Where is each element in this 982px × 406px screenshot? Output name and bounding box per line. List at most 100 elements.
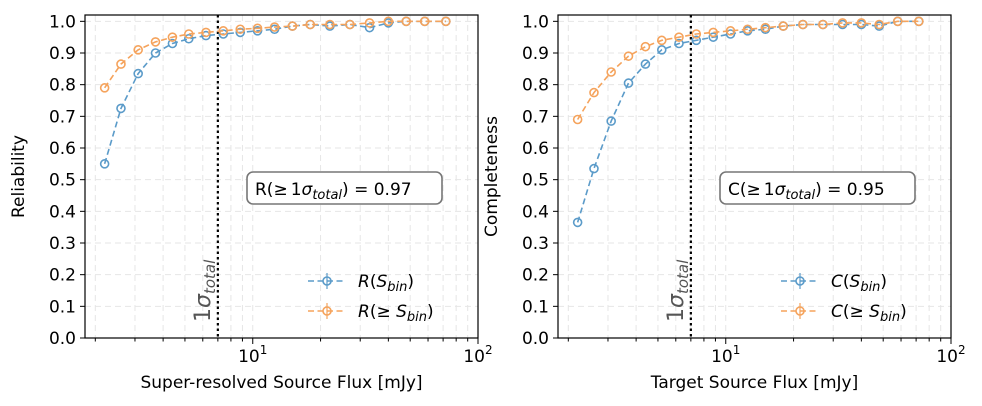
legend-label: R(Sbin): [358, 272, 414, 295]
data-point: [589, 87, 599, 98]
data-point: [725, 26, 736, 36]
data-point: [640, 41, 651, 52]
data-point: [606, 67, 616, 77]
y-axis: 0.0 0.1 0.2 0.3 0.4 0.5 0.6 0.7 0.8 0.9 1.0: [522, 12, 558, 349]
data-point: [606, 116, 616, 126]
series-R(S_bin): [99, 16, 451, 169]
y-tick-label: 0.0: [522, 329, 549, 349]
y-tick-label: 0.1: [522, 297, 549, 317]
data-point: [99, 83, 110, 93]
chart-panel-reliability: 1σtotal 0.0 0.1 0.2 0.3 0.4 0.5 0.6 0.7 0.8 0.9 1.0…: [9, 12, 493, 393]
data-point: [623, 78, 634, 88]
data-point: [691, 35, 702, 46]
y-tick-label: 0.8: [522, 76, 549, 96]
y-tick-label: 0.9: [49, 44, 76, 64]
data-point: [892, 16, 903, 27]
y-tick-label: 0.7: [522, 107, 549, 127]
plot-frame: [84, 14, 479, 339]
data-point: [656, 45, 667, 55]
x-axis: 101 102: [567, 338, 966, 367]
x-axis-label: Super-resolved Source Flux [mJy]: [140, 373, 422, 393]
data-point: [798, 19, 808, 30]
data-point: [674, 38, 684, 49]
y-tick-label: 0.4: [522, 202, 549, 222]
data-point: [708, 32, 719, 42]
data-point: [183, 33, 194, 44]
data-point: [383, 16, 394, 27]
data-point: [760, 22, 771, 33]
x-tick-label: 102: [936, 343, 965, 367]
data-point: [708, 27, 719, 38]
sigma-total-label: 1σtotal: [664, 259, 692, 322]
data-point: [778, 21, 789, 31]
summary-annotation: C(≥ 1σtotal) = 0.95: [719, 171, 916, 205]
y-axis: 0.0 0.1 0.2 0.3 0.4 0.5 0.6 0.7 0.8 0.9 1.0: [49, 12, 85, 349]
y-tick-label: 0.2: [49, 266, 76, 286]
data-point: [742, 24, 753, 35]
data-point: [914, 16, 924, 27]
data-point: [856, 18, 867, 28]
data-point: [656, 35, 667, 46]
legend: R(Sbin) R(≥ Sbin): [308, 272, 434, 325]
data-point: [99, 159, 110, 169]
y-tick-label: 1.0: [49, 12, 76, 32]
legend: C(Sbin) C(≥ Sbin): [781, 272, 907, 325]
data-point: [235, 24, 246, 35]
y-tick-label: 1.0: [522, 12, 549, 32]
data-point: [150, 37, 161, 47]
legend-label: R(≥ Sbin): [358, 302, 434, 325]
legend-label: C(Sbin): [831, 272, 887, 295]
data-point: [167, 38, 178, 49]
y-tick-label: 0.2: [522, 266, 549, 286]
x-tick-label: 101: [711, 343, 740, 367]
y-tick-label: 0.5: [49, 171, 76, 191]
data-point: [572, 217, 583, 228]
summary-annotation: R(≥ 1σtotal) = 0.97: [246, 171, 443, 205]
data-point: [133, 68, 143, 79]
series-line: [103, 20, 446, 89]
data-point: [150, 48, 161, 58]
series-R(≥S_bin): [99, 16, 451, 93]
data-point: [201, 30, 211, 41]
data-point: [572, 114, 583, 125]
data-point: [725, 29, 736, 39]
legend-label: C(≥ Sbin): [831, 302, 907, 325]
data-point: [441, 16, 451, 27]
annotation-text: R(≥ 1σtotal) = 0.97: [255, 180, 412, 203]
data-point: [235, 27, 246, 38]
sigma-total-label: 1σtotal: [191, 259, 219, 322]
plot-frame: [557, 14, 952, 339]
annotation-box: [246, 171, 443, 205]
y-tick-label: 0.3: [522, 234, 549, 254]
y-tick-label: 0.0: [49, 329, 76, 349]
y-axis-label: Completeness: [482, 116, 502, 237]
data-point: [691, 29, 702, 39]
x-tick-label: 101: [238, 343, 267, 367]
annotation-box: [719, 171, 916, 205]
data-point: [305, 19, 316, 30]
y-tick-label: 0.1: [49, 297, 76, 317]
data-point: [133, 45, 143, 55]
x-axis: 101 102: [94, 338, 493, 367]
y-tick-label: 0.9: [522, 44, 549, 64]
x-tick-label: 102: [463, 343, 492, 367]
data-point: [364, 18, 375, 28]
data-point: [589, 163, 599, 174]
series-C(≥S_bin): [572, 16, 924, 125]
y-tick-label: 0.7: [49, 107, 76, 127]
data-point: [401, 16, 411, 27]
data-point: [116, 59, 126, 69]
data-point: [218, 29, 229, 39]
y-tick-label: 0.4: [49, 202, 76, 222]
y-tick-label: 0.5: [522, 171, 549, 191]
y-tick-label: 0.6: [49, 139, 76, 159]
data-point: [874, 19, 884, 30]
data-point: [623, 51, 634, 61]
series-line: [576, 20, 919, 120]
y-tick-label: 0.6: [522, 139, 549, 159]
data-point: [837, 18, 848, 28]
data-point: [183, 29, 194, 39]
data-point: [640, 59, 651, 69]
chart-panel-completeness: 1σtotal 0.0 0.1 0.2 0.3 0.4 0.5 0.6 0.7 0.8 0.9 1.0…: [482, 12, 966, 393]
